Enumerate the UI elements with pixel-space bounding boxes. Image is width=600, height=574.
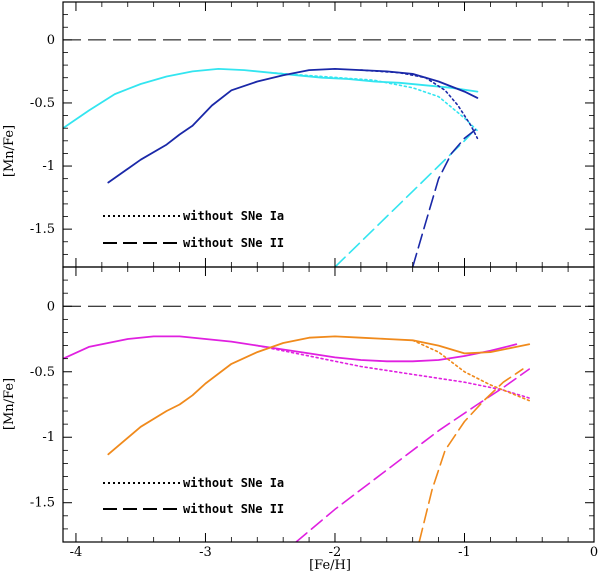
series-blue-full — [107, 68, 479, 184]
bottom-panel: without SNe Ia without SNe II 0 -0.5 -1 -1.… — [2, 266, 594, 543]
legend-label-without-snii: without SNe II — [183, 502, 284, 516]
y-tick-label: 0 — [47, 299, 55, 314]
y-tick-label: -1.5 — [30, 496, 55, 511]
y-tick-label: 0 — [47, 33, 55, 48]
bottom-plot-frame — [62, 266, 595, 543]
series-orange-full — [107, 335, 531, 456]
series-orange-without-sne-ia — [411, 339, 531, 402]
y-axis-title: [Mn/Fe] — [2, 378, 17, 430]
x-tick-label: -4 — [70, 545, 83, 560]
y-tick-label: -1 — [42, 159, 55, 174]
y-tick-label: -1.5 — [30, 222, 55, 237]
legend: without SNe Ia without SNe II — [103, 209, 284, 250]
y-tick-label: -0.5 — [30, 96, 55, 111]
legend-label-without-snii: without SNe II — [183, 236, 284, 250]
series-orange-without-sne-ii — [418, 368, 524, 542]
legend: without SNe Ia without SNe II — [103, 476, 284, 516]
series-cyan-without-sne-ii — [334, 126, 479, 267]
legend-label-without-snia: without SNe Ia — [183, 476, 284, 490]
x-tick-label: 0 — [590, 545, 598, 560]
y-axis-title: [Mn/Fe] — [2, 125, 17, 177]
x-tick-label: -2 — [329, 545, 342, 560]
top-panel: without SNe Ia without SNe II 0 -0.5 -1 -1.… — [2, 1, 594, 268]
top-plot-frame — [62, 1, 595, 268]
x-axis-title: [Fe/H] — [309, 558, 351, 573]
x-axis: -4 -3 -2 -1 0 — [70, 2, 598, 560]
x-tick-label: -1 — [458, 545, 471, 560]
series-magenta-without-sne-ii — [295, 368, 531, 542]
series-magenta-full — [63, 335, 518, 363]
series-blue-without-sne-ia — [360, 69, 479, 140]
legend-label-without-snia: without SNe Ia — [183, 209, 284, 223]
y-tick-label: -0.5 — [30, 365, 55, 380]
y-tick-label: -1 — [42, 430, 55, 445]
series-blue-without-sne-ii — [411, 127, 479, 267]
x-tick-label: -3 — [199, 545, 212, 560]
series-magenta-without-sne-ia — [256, 344, 531, 399]
series-cyan-without-sne-ia — [269, 71, 479, 132]
